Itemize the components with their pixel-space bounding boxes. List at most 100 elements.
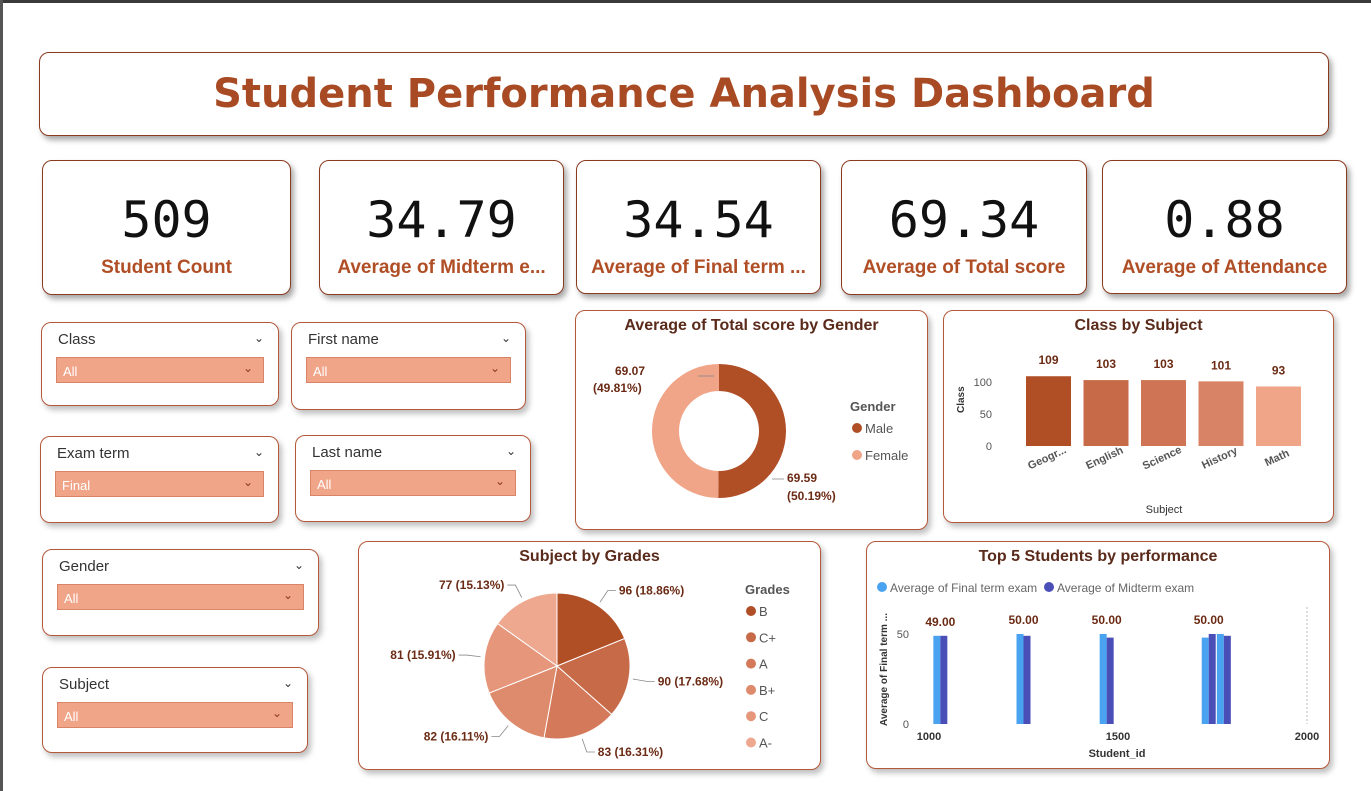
chevron-down-icon[interactable]: ⌄: [282, 588, 293, 602]
chart-card-top-5-students: Top 5 Students by performance Average of…: [866, 541, 1330, 769]
slicer-label: Gender: [59, 558, 110, 575]
slicer-dropdown[interactable]: All ⌄: [56, 357, 264, 383]
kpi-label: Average of Final term ...: [591, 257, 806, 278]
slicer-dropdown[interactable]: All ⌄: [57, 702, 293, 728]
chevron-down-icon[interactable]: ⌄: [271, 706, 282, 720]
slicer-label: Last name: [312, 444, 383, 461]
page-title: Student Performance Analysis Dashboard: [213, 71, 1155, 117]
bar-midterm[interactable]: [940, 635, 948, 724]
pie-slice-cplus[interactable]: [556, 637, 631, 716]
kpi-card-student-count: 509 Student Count: [42, 160, 291, 295]
chevron-down-icon[interactable]: ⌄: [253, 331, 264, 345]
chevron-down-icon[interactable]: ⌄: [293, 558, 304, 572]
bar-science[interactable]: [1141, 380, 1186, 446]
slicer-subject[interactable]: Subject ⌄ All ⌄: [42, 667, 308, 753]
bar-final-term[interactable]: [1216, 634, 1224, 724]
data-label: 50.00: [1092, 613, 1122, 627]
window-left-border: [0, 0, 3, 791]
top-students-chart: Average of Final term exam Average of Mi…: [877, 581, 1319, 760]
bar-final-term[interactable]: [1099, 634, 1107, 724]
chevron-down-icon[interactable]: ⌄: [505, 444, 516, 458]
slicer-dropdown[interactable]: All ⌄: [57, 584, 304, 610]
data-label: 50.00: [1194, 613, 1224, 627]
legend-marker-final-term: [877, 582, 887, 592]
leader-line: [491, 725, 509, 737]
y-tick-label: 0: [986, 441, 992, 453]
leader-line: [507, 584, 523, 598]
bar-final-term[interactable]: [1016, 634, 1024, 724]
x-tick-label: English: [1084, 444, 1125, 472]
slicer-value: All: [64, 591, 79, 606]
bar-midterm[interactable]: [1106, 637, 1114, 724]
kpi-card-average-final-term: 34.54 Average of Final term ...: [576, 160, 821, 294]
x-axis-title: Student_id: [1089, 748, 1146, 760]
slicer-dropdown[interactable]: All ⌄: [306, 357, 511, 383]
slicer-value: All: [313, 364, 328, 379]
legend-label-midterm: Average of Midterm exam: [1057, 581, 1194, 595]
x-tick-label: Math: [1263, 447, 1292, 469]
pie-slice-c[interactable]: [483, 622, 559, 694]
kpi-value: 34.54: [623, 191, 774, 249]
slicer-label: Subject: [59, 676, 110, 693]
leader-line: [581, 738, 595, 753]
bar-final-term[interactable]: [1201, 637, 1209, 724]
kpi-label: Average of Midterm e...: [337, 257, 546, 278]
legend-marker: [746, 658, 756, 669]
bar-midterm[interactable]: [1208, 634, 1216, 724]
chevron-down-icon[interactable]: ⌄: [494, 474, 505, 488]
pie-slice-aminus[interactable]: [496, 592, 558, 667]
chevron-down-icon[interactable]: ⌄: [489, 361, 500, 375]
slicer-dropdown[interactable]: Final ⌄: [55, 471, 264, 497]
data-label-male: 69.59: [787, 471, 817, 485]
chevron-down-icon[interactable]: ⌄: [253, 445, 264, 459]
slicer-first-name[interactable]: First name ⌄ All ⌄: [291, 322, 526, 410]
grades-pie-chart: Grades B C+ A B+ C A- 96 (18.86%) 90 (17.68%) 8…: [390, 578, 790, 759]
chevron-down-icon[interactable]: ⌄: [500, 331, 511, 345]
data-label-male-pct: (50.19%): [787, 489, 836, 503]
donut-slice-male[interactable]: [718, 364, 786, 498]
slicer-label: Class: [58, 331, 96, 348]
slicer-gender[interactable]: Gender ⌄ All ⌄: [42, 549, 319, 636]
y-tick-label: 50: [980, 409, 992, 421]
legend-label-female: Female: [865, 448, 908, 463]
chart-title: Class by Subject: [1074, 317, 1203, 334]
legend-marker: [746, 632, 756, 643]
bar-math[interactable]: [1256, 386, 1301, 446]
donut-slice-female[interactable]: [651, 364, 719, 498]
slicer-dropdown[interactable]: All ⌄: [310, 470, 516, 496]
pie-slice-b[interactable]: [556, 592, 626, 667]
x-tick-label: 1500: [1106, 731, 1130, 743]
legend-label-final-term: Average of Final term exam: [890, 581, 1037, 595]
bar-history[interactable]: [1198, 381, 1244, 446]
pie-slice-a[interactable]: [543, 665, 613, 740]
slicer-last-name[interactable]: Last name ⌄ All ⌄: [295, 435, 531, 522]
chevron-down-icon[interactable]: ⌄: [242, 475, 253, 489]
kpi-value: 0.88: [1164, 191, 1285, 249]
bar-midterm[interactable]: [1023, 635, 1031, 724]
chevron-down-icon[interactable]: ⌄: [242, 361, 253, 375]
x-tick-label: Geogr...: [1026, 444, 1068, 472]
data-label-female-pct: (49.81%): [593, 381, 642, 395]
data-label: 103: [1153, 357, 1173, 371]
gender-donut-chart: Gender Male Female 69.07 (49.81%) 69.59 …: [593, 364, 908, 503]
bar-final-term[interactable]: [933, 635, 941, 724]
bar-english[interactable]: [1083, 380, 1129, 446]
slicer-exam-term[interactable]: Exam term ⌄ Final ⌄: [40, 436, 279, 523]
kpi-card-average-total-score: 69.34 Average of Total score: [841, 160, 1087, 295]
chart-card-subject-by-grades: Subject by Grades Grades B C+ A B+ C A- 96 (1…: [358, 541, 821, 770]
x-tick-label: 1000: [917, 731, 941, 743]
slicer-label: Exam term: [57, 445, 130, 462]
slicer-label: First name: [308, 331, 379, 348]
data-label: 83 (16.31%): [598, 745, 663, 759]
data-label: 96 (18.86%): [619, 584, 684, 598]
pie-slice-bplus[interactable]: [488, 665, 558, 739]
legend-label: C: [759, 709, 768, 724]
slicer-class[interactable]: Class ⌄ All ⌄: [41, 322, 279, 406]
bar-midterm[interactable]: [1223, 635, 1231, 724]
y-axis-title: Average of Final term ...: [879, 613, 890, 726]
bar-geogr[interactable]: [1026, 376, 1071, 446]
chevron-down-icon[interactable]: ⌄: [282, 676, 293, 690]
chart-card-class-by-subject: Class by Subject Class 0 50 100 109 Geogr...…: [943, 310, 1334, 523]
legend-label: C+: [759, 630, 776, 645]
legend-marker-midterm: [1044, 582, 1054, 592]
